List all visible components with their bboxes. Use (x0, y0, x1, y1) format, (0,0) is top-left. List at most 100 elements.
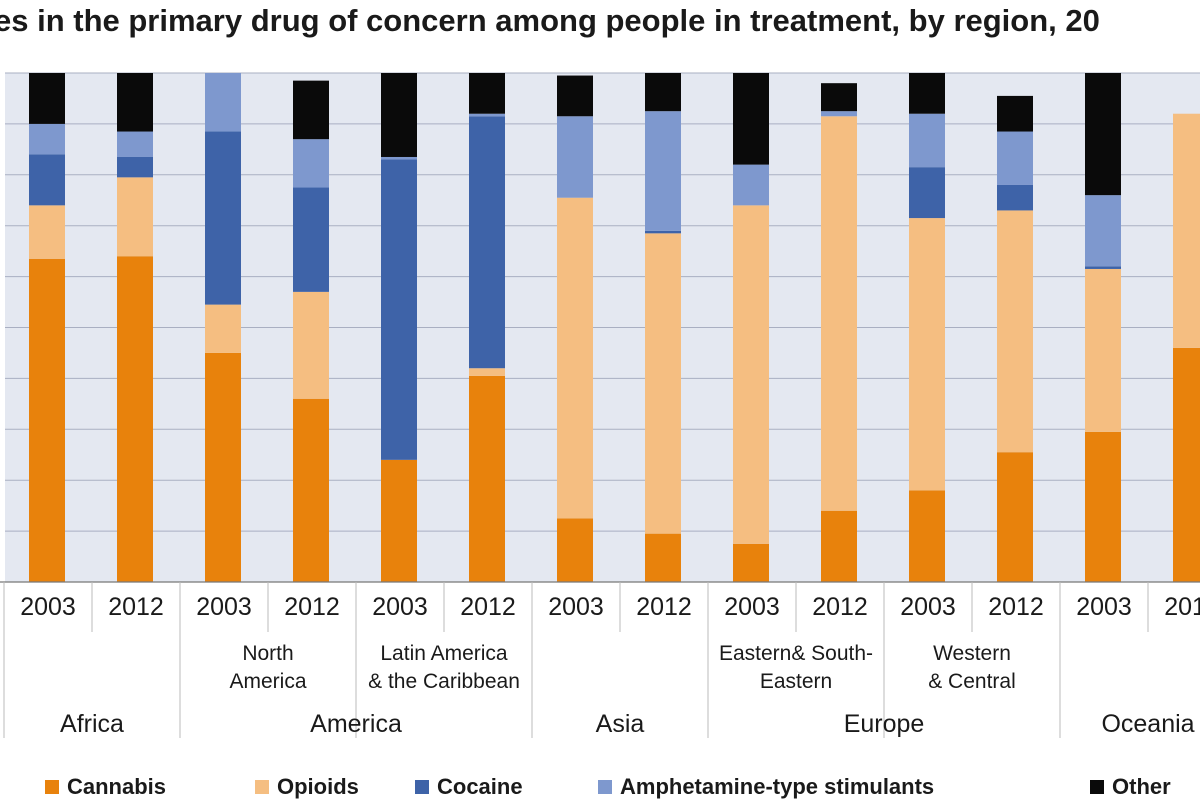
bar-segment-amphetamine-type-stimulants (293, 139, 329, 188)
subregion-label: Eastern (760, 670, 832, 693)
bar-segment-opioids (1173, 113, 1200, 348)
bar-segment-cannabis (557, 518, 593, 582)
bar-segment-other (117, 73, 153, 132)
bar-segment-opioids (821, 116, 857, 511)
legend-swatch (415, 780, 429, 794)
bar-segment-opioids (117, 177, 153, 257)
legend-item: Cannabis (45, 774, 166, 800)
bar-segment-cocaine (909, 167, 945, 219)
bar-segment-amphetamine-type-stimulants (997, 131, 1033, 185)
x-tick-label: 2003 (196, 593, 252, 621)
bar-segment-other (381, 73, 417, 157)
subregion-label: & Central (928, 670, 1016, 693)
x-tick-label: 2003 (548, 593, 604, 621)
bar-segment-other (469, 73, 505, 114)
legend-item: Opioids (255, 774, 359, 800)
bar-segment-amphetamine-type-stimulants (821, 111, 857, 117)
bar-segment-opioids (645, 233, 681, 534)
bar-segment-cannabis (733, 543, 769, 582)
bar-segment-cocaine (1085, 266, 1121, 269)
bar-segment-opioids (293, 291, 329, 399)
bar-segment-other (293, 80, 329, 140)
x-tick-label: 2012 (988, 593, 1044, 621)
bar-segment-other (997, 95, 1033, 132)
bar-segment-other (1085, 73, 1121, 196)
subregion-label: Latin America (380, 642, 508, 665)
subregion-label: Western (933, 642, 1011, 665)
stacked-bar-chart: 2003 2012 2003 2012 2003 2012 2003 2012 2003 2012… (0, 72, 1200, 738)
legend: Cannabis Opioids Cocaine Amphetamine-type s… (0, 768, 1200, 800)
bar-segment-cannabis (1085, 431, 1121, 582)
bar-segment-cannabis (205, 352, 241, 582)
legend-swatch (598, 780, 612, 794)
bar-segment-opioids (909, 218, 945, 491)
bar-segment-cannabis (117, 256, 153, 582)
legend-label: Opioids (277, 774, 359, 799)
bar-segment-amphetamine-type-stimulants (645, 111, 681, 231)
bar-segment-other (29, 73, 65, 124)
bar-segment-cannabis (469, 375, 505, 582)
bar-segment-opioids (205, 304, 241, 353)
bar-segment-opioids (557, 197, 593, 519)
bar-segment-opioids (733, 205, 769, 544)
bar-segment-cannabis (381, 459, 417, 582)
x-tick-label: 2012 (284, 593, 340, 621)
x-tick-label: 2003 (724, 593, 780, 621)
legend-swatch (255, 780, 269, 794)
bar-segment-cocaine (645, 230, 681, 234)
bar-segment-amphetamine-type-stimulants (29, 123, 65, 155)
x-tick-label: 2012 (1164, 593, 1200, 621)
bar-segment-amphetamine-type-stimulants (1085, 195, 1121, 267)
x-tick-label: 2003 (1076, 593, 1132, 621)
region-label: America (310, 710, 402, 738)
bar-segment-cocaine (117, 156, 153, 178)
bar-segment-amphetamine-type-stimulants (205, 73, 241, 132)
bar-segment-cocaine (381, 159, 417, 460)
subregion-label: Eastern& South- (719, 642, 873, 665)
bar-segment-amphetamine-type-stimulants (469, 113, 505, 117)
bar-segment-cannabis (1173, 347, 1200, 582)
chart-title: es in the primary drug of concern among … (0, 3, 1100, 38)
bar-segment-cannabis (909, 490, 945, 582)
x-tick-label: 2003 (900, 593, 956, 621)
bar-segment-cannabis (29, 258, 65, 582)
legend-label: Cocaine (437, 774, 523, 799)
subregion-label: & the Caribbean (368, 670, 520, 693)
region-label: Asia (596, 710, 645, 738)
bar-segment-cocaine (29, 154, 65, 206)
bar-segment-cocaine (205, 131, 241, 305)
bar-segment-cannabis (997, 452, 1033, 582)
bar-segment-other (557, 75, 593, 117)
bar-segment-other (733, 73, 769, 165)
bar-segment-amphetamine-type-stimulants (557, 116, 593, 198)
legend-swatch (45, 780, 59, 794)
bar-segment-opioids (1085, 268, 1121, 432)
bar-segment-cocaine (469, 116, 505, 369)
bar-segment-cocaine (997, 184, 1033, 211)
bar-segment-opioids (997, 210, 1033, 453)
x-tick-label: 2012 (812, 593, 868, 621)
bar-segment-cannabis (645, 533, 681, 582)
bar-segment-amphetamine-type-stimulants (733, 164, 769, 206)
bar-segment-amphetamine-type-stimulants (909, 113, 945, 168)
bar-segment-cannabis (821, 510, 857, 582)
region-label: Europe (844, 710, 925, 738)
legend-label: Cannabis (67, 774, 167, 799)
legend-item: Other (1090, 774, 1171, 800)
legend-item: Amphetamine-type stimulants (598, 774, 934, 800)
bar-segment-cannabis (293, 398, 329, 582)
x-tick-label: 2012 (108, 593, 164, 621)
x-tick-label: 2012 (460, 593, 516, 621)
x-tick-label: 2003 (20, 593, 76, 621)
region-label: Africa (60, 710, 124, 738)
legend-label: Amphetamine-type stimulants (620, 774, 935, 799)
bar-segment-cocaine (293, 187, 329, 292)
x-tick-label: 2012 (636, 593, 692, 621)
bar-segment-other (645, 73, 681, 112)
bar-segment-amphetamine-type-stimulants (381, 156, 417, 160)
bar-segment-amphetamine-type-stimulants (117, 131, 153, 157)
region-label: Oceania (1101, 710, 1194, 738)
legend-label: Other (1112, 774, 1171, 799)
bar-segment-opioids (469, 368, 505, 376)
bar-segment-opioids (29, 205, 65, 259)
